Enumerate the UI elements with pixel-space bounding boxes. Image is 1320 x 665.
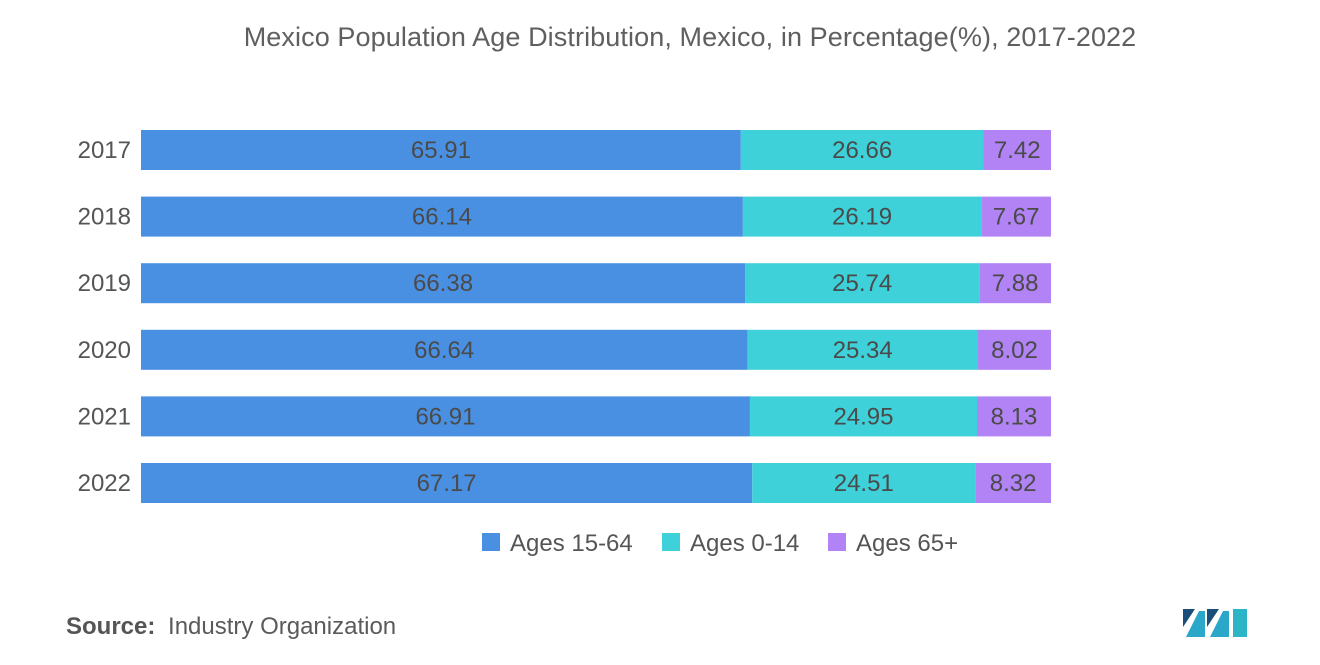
category-label-2019: 2019 [78, 270, 131, 297]
stacked-bar-chart: 2017 65.91 26.66 7.42 2018 66.14 26.19 7.67 2019… [78, 130, 1051, 557]
bar-ages-0-14-2017 [740, 130, 984, 170]
legend-swatch-ages-15-64 [482, 533, 500, 551]
bar-ages-65--2017 [983, 130, 1051, 170]
source-note: Source: Industry Organization [66, 613, 396, 641]
legend-swatch-ages-65- [828, 533, 846, 551]
bar-ages-65--2019 [979, 263, 1051, 304]
source-label: Source: [66, 613, 156, 640]
category-label-2017: 2017 [78, 137, 131, 164]
bar-ages-15-64-2017 [141, 130, 741, 170]
value-label-ages-0-14-2017: 26.66 [832, 137, 892, 164]
category-label-2018: 2018 [78, 204, 131, 231]
legend-label-ages-0-14: Ages 0-14 [690, 530, 799, 557]
value-label-ages-0-14-2019: 25.74 [832, 270, 892, 297]
value-label-ages-65--2022: 8.32 [990, 470, 1037, 497]
value-label-ages-65--2017: 7.42 [994, 137, 1041, 164]
value-label-ages-0-14-2021: 24.95 [833, 403, 893, 430]
category-label-2022: 2022 [78, 470, 131, 497]
bar-ages-0-14-2018 [742, 196, 982, 237]
chart-title: Mexico Population Age Distribution, Mexi… [243, 22, 1137, 52]
bar-ages-0-14-2021 [749, 396, 978, 437]
legend-swatch-ages-0-14 [662, 533, 680, 551]
value-label-ages-15-64-2018: 66.14 [412, 204, 472, 231]
value-label-ages-0-14-2022: 24.51 [834, 470, 894, 497]
bar-ages-65--2020 [978, 329, 1051, 370]
value-label-ages-15-64-2020: 66.64 [414, 337, 474, 364]
legend-label-ages-65-: Ages 65+ [856, 530, 958, 557]
bar-ages-65--2021 [977, 396, 1051, 437]
value-label-ages-0-14-2020: 25.34 [833, 337, 893, 364]
value-label-ages-65--2018: 7.67 [993, 204, 1040, 231]
value-label-ages-0-14-2018: 26.19 [832, 204, 892, 231]
bar-ages-15-64-2020 [141, 329, 748, 370]
bar-ages-65--2018 [981, 196, 1051, 237]
value-label-ages-15-64-2021: 66.91 [415, 403, 475, 430]
value-label-ages-65--2020: 8.02 [991, 337, 1038, 364]
category-label-2021: 2021 [78, 403, 131, 430]
bar-ages-65--2022 [975, 463, 1051, 503]
bar-ages-0-14-2020 [747, 329, 979, 370]
value-label-ages-15-64-2017: 65.91 [411, 137, 471, 164]
value-label-ages-15-64-2022: 67.17 [417, 470, 477, 497]
bar-ages-0-14-2019 [745, 263, 980, 304]
brand-logo-icon [1183, 609, 1247, 637]
bar-ages-15-64-2018 [141, 196, 743, 237]
category-label-2020: 2020 [78, 337, 131, 364]
legend-label-ages-15-64: Ages 15-64 [510, 530, 633, 557]
bar-ages-15-64-2021 [141, 396, 750, 437]
bar-ages-0-14-2022 [752, 463, 976, 503]
value-label-ages-65--2019: 7.88 [992, 270, 1039, 297]
value-label-ages-15-64-2019: 66.38 [413, 270, 473, 297]
source-text: Industry Organization [168, 613, 397, 640]
bar-ages-15-64-2022 [141, 463, 753, 503]
bar-ages-15-64-2019 [141, 263, 746, 304]
value-label-ages-65--2021: 8.13 [991, 403, 1038, 430]
